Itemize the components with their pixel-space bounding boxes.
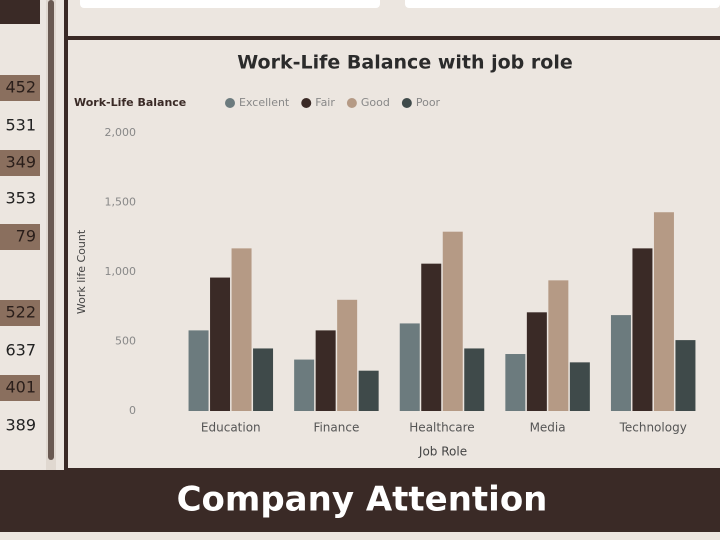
sidebar-value: 452 (5, 78, 36, 97)
x-tick-label: Finance (313, 421, 359, 435)
legend-label: Excellent (239, 96, 290, 109)
sidebar-value: 522 (5, 303, 36, 322)
y-tick-label: 500 (115, 335, 136, 348)
bar (675, 340, 696, 411)
bar (526, 312, 547, 411)
bottom-strip (0, 533, 720, 540)
sidebar-value: 389 (5, 416, 36, 435)
value-box (0, 75, 40, 101)
legend-title: Work-Life Balance (74, 96, 186, 109)
chart-title: Work-Life Balance with job role (237, 52, 572, 74)
value-box (0, 300, 40, 326)
y-axis-title: Work life Count (75, 229, 88, 314)
bar (464, 348, 485, 411)
x-tick-label: Media (530, 421, 566, 435)
bar (569, 362, 590, 411)
bar (610, 315, 631, 411)
bar (653, 212, 674, 411)
y-tick-label: 1,000 (105, 265, 137, 278)
bar (505, 354, 526, 411)
legend-marker (346, 98, 357, 108)
sidebar-value: 79 (16, 227, 36, 246)
sidebar-value: 401 (5, 378, 36, 397)
x-axis-title: Job Role (418, 445, 467, 459)
bar (632, 248, 653, 411)
bar (294, 359, 315, 411)
sidebar-value: 531 (5, 116, 36, 135)
value-box (0, 150, 40, 176)
card (80, 0, 380, 8)
bar (253, 348, 274, 411)
x-tick-label: Healthcare (409, 421, 474, 435)
x-tick-label: Education (201, 421, 261, 435)
legend-marker (301, 98, 312, 108)
y-tick-label: 1,500 (105, 196, 137, 209)
legend-label: Good (361, 96, 390, 109)
card (405, 0, 720, 8)
value-box (0, 224, 40, 250)
legend-label: Poor (416, 96, 441, 109)
banner (0, 470, 720, 532)
bar (337, 299, 358, 411)
sidebar-header (0, 0, 40, 24)
sidebar-value: 637 (5, 341, 36, 360)
y-tick-label: 0 (129, 404, 136, 417)
legend-marker (225, 98, 235, 108)
legend-label: Fair (315, 96, 335, 109)
bar (421, 263, 442, 411)
sidebar-value: 353 (5, 189, 36, 208)
y-tick-label: 2,000 (105, 126, 137, 139)
bar (548, 280, 569, 411)
bar (399, 323, 420, 411)
legend-marker (401, 98, 412, 108)
bar (188, 330, 209, 411)
bar (210, 277, 231, 411)
bar (315, 330, 336, 411)
x-tick-label: Technology (619, 421, 687, 435)
scroll-thumb[interactable] (48, 0, 54, 460)
bar (442, 231, 463, 411)
banner-title: Company Attention (177, 480, 548, 520)
bar (231, 248, 252, 411)
value-box (0, 375, 40, 401)
bar (358, 370, 379, 411)
sidebar-value: 349 (5, 153, 36, 172)
